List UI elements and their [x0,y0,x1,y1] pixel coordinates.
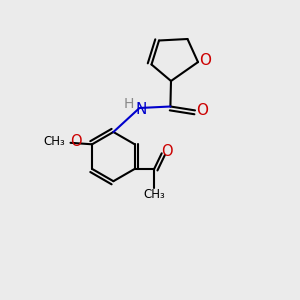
Text: H: H [124,97,134,110]
Text: CH₃: CH₃ [143,188,165,202]
Text: N: N [135,102,147,117]
Text: O: O [161,144,172,159]
Text: O: O [70,134,82,148]
Text: CH₃: CH₃ [43,135,65,148]
Text: O: O [200,53,211,68]
Text: O: O [196,103,208,118]
